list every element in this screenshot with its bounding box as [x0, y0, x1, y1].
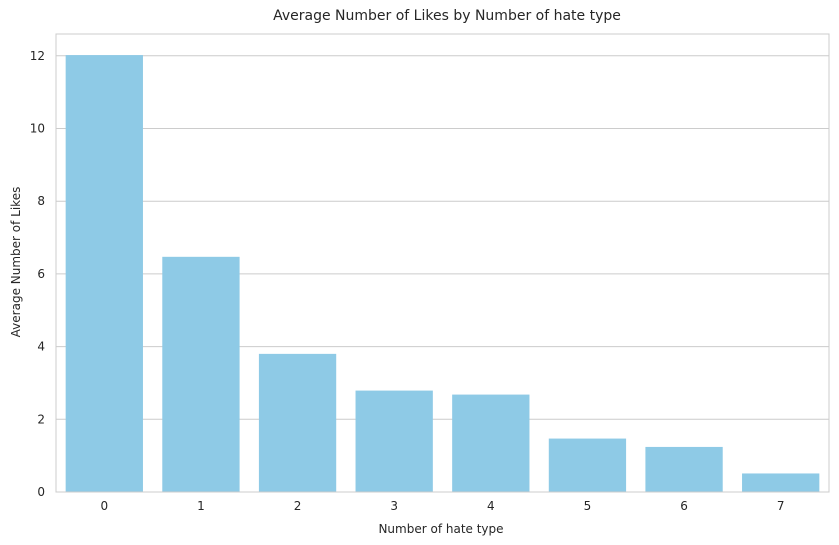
x-tick-label: 5 [584, 499, 592, 513]
y-tick-label: 6 [37, 267, 45, 281]
y-tick-label: 0 [37, 485, 45, 499]
chart-title: Average Number of Likes by Number of hat… [273, 8, 621, 24]
bar-3 [355, 390, 433, 492]
y-tick-labels: 0 2 4 6 8 10 12 [30, 49, 45, 499]
plot-frame [55, 33, 830, 493]
bar-1 [162, 256, 240, 492]
bar-2 [258, 353, 337, 492]
x-tick-label: 4 [487, 499, 495, 513]
bar-0 [65, 55, 143, 492]
bars-layer [65, 55, 820, 492]
y-tick-label: 4 [37, 340, 45, 354]
y-tick-label: 2 [37, 412, 45, 426]
x-tick-label: 2 [294, 499, 302, 513]
y-tick-label: 8 [37, 194, 45, 208]
x-tick-label: 1 [197, 499, 205, 513]
x-tick-label: 0 [100, 499, 108, 513]
y-tick-label: 10 [30, 122, 45, 136]
x-tick-labels: 0 1 2 3 4 5 6 7 [100, 499, 784, 513]
bar-5 [548, 438, 627, 492]
y-tick-label: 12 [30, 49, 45, 63]
x-tick-label: 3 [390, 499, 398, 513]
y-axis-label: Average Number of Likes [9, 187, 23, 338]
x-tick-label: 7 [777, 499, 785, 513]
bar-4 [452, 394, 530, 492]
x-axis-label: Number of hate type [378, 522, 503, 536]
bar-7 [742, 473, 820, 492]
bar-6 [645, 446, 723, 492]
x-tick-label: 6 [680, 499, 688, 513]
